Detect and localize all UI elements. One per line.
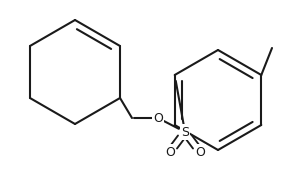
Text: O: O [165, 145, 175, 158]
Text: S: S [181, 126, 189, 139]
Text: O: O [195, 145, 205, 158]
Text: O: O [153, 111, 163, 124]
